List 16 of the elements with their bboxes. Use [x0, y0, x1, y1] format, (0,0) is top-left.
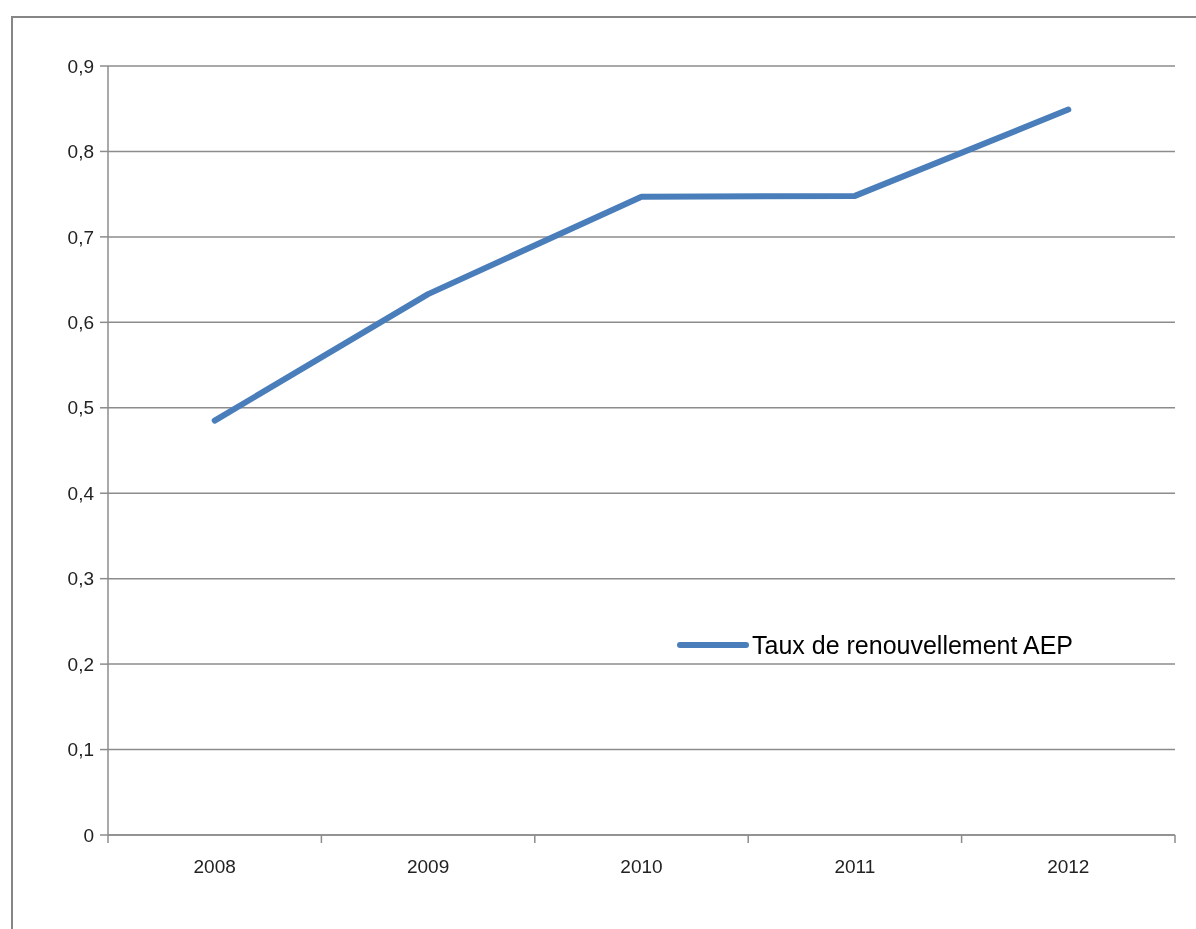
y-tick-label: 0,1 — [67, 739, 94, 761]
x-tick-label: 2010 — [620, 856, 663, 877]
y-tick-label: 0,3 — [67, 568, 94, 590]
y-tick-label: 0,2 — [67, 653, 94, 675]
x-tick-label: 2008 — [193, 856, 236, 877]
x-tick-label: 2009 — [406, 856, 450, 877]
y-tick-label: 0,8 — [67, 141, 94, 163]
y-tick-label: 0,4 — [67, 482, 95, 504]
legend-label: Taux de renouvellement AEP — [752, 630, 1074, 659]
y-tick-label: 0,5 — [67, 397, 94, 419]
x-tick-label: 2012 — [1047, 856, 1090, 877]
y-tick-label: 0 — [83, 824, 94, 846]
x-tick-label: 2011 — [834, 856, 876, 877]
y-tick-label: 0,9 — [67, 55, 94, 77]
y-tick-label: 0,6 — [67, 311, 94, 333]
y-tick-label: 0,7 — [67, 226, 94, 248]
